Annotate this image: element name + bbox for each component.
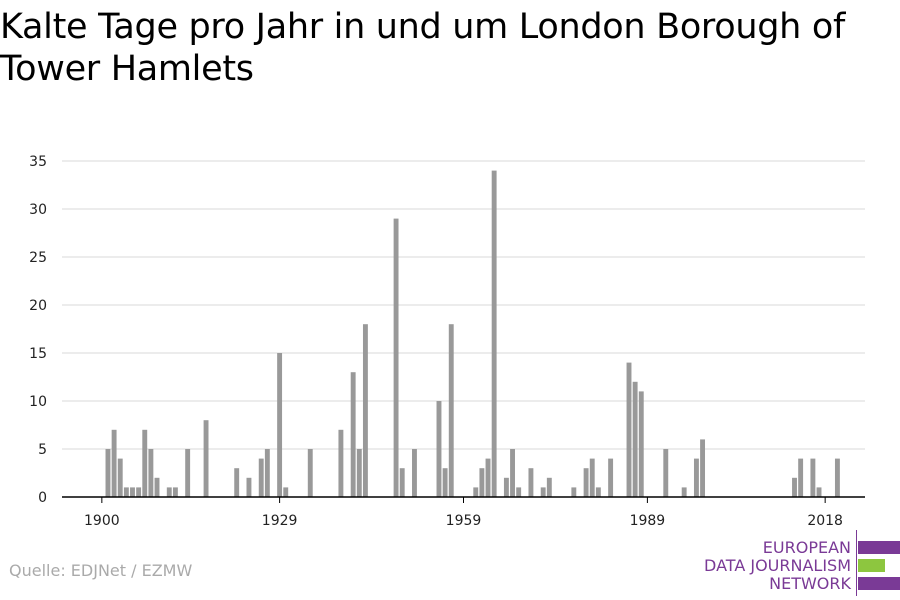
bar: [307, 449, 313, 497]
y-tick-label: 10: [29, 394, 47, 410]
bar: [172, 487, 178, 497]
logo-divider: [856, 530, 857, 596]
bar: [123, 487, 129, 497]
bar: [448, 324, 454, 497]
bar: [700, 439, 706, 497]
bar: [589, 458, 595, 497]
bar: [510, 449, 515, 497]
bar: [834, 458, 840, 497]
bar: [595, 487, 601, 497]
bar: [810, 458, 816, 497]
source-note: Quelle: EDJNet / EZMW: [9, 561, 193, 580]
bar: [246, 477, 252, 497]
y-tick-label: 30: [29, 202, 47, 218]
logo-bar-purple-top: [858, 541, 900, 554]
bar: [436, 401, 442, 497]
bar: [412, 449, 417, 497]
bar: [442, 468, 448, 497]
logo-bar-purple-bottom: [858, 577, 900, 590]
logo-line-european: EUROPEAN: [762, 538, 851, 557]
bar: [546, 477, 552, 497]
gridlines: [62, 160, 865, 450]
y-tick-label: 5: [38, 442, 47, 458]
bar: [485, 458, 491, 497]
bar: [583, 468, 589, 497]
bar: [638, 391, 644, 497]
bar: [473, 487, 479, 497]
bar: [663, 449, 669, 497]
x-axis: [62, 496, 865, 503]
bar: [362, 324, 368, 497]
bar: [632, 381, 638, 497]
bar: [111, 429, 117, 497]
x-tick-label: 1900: [84, 513, 120, 529]
y-tick-label: 35: [29, 154, 47, 170]
bar: [154, 477, 160, 497]
bar: [792, 477, 797, 497]
bar: [234, 468, 240, 497]
x-tick-label: 1989: [630, 513, 666, 529]
x-tick-label: 1929: [262, 513, 298, 529]
bar: [338, 429, 344, 497]
bar: [626, 362, 632, 497]
bar: [203, 420, 209, 497]
logo-bar-green: [858, 559, 885, 572]
bar: [277, 353, 283, 497]
y-tick-label: 25: [29, 250, 47, 266]
bars: [105, 170, 840, 497]
bar: [117, 458, 123, 497]
bar: [681, 487, 687, 497]
bar: [516, 487, 522, 497]
x-tick-label: 1959: [446, 513, 482, 529]
bar: [399, 468, 405, 497]
logo-line-data-journalism: DATA JOURNALISM: [704, 556, 851, 575]
y-tick-label: 15: [29, 346, 47, 362]
bar: [258, 458, 264, 497]
bar: [283, 487, 289, 497]
bar: [528, 468, 534, 497]
chart-title: Kalte Tage pro Jahr in und um London Bor…: [0, 7, 846, 89]
bar: [503, 477, 509, 497]
bar: [264, 449, 270, 497]
bar: [105, 449, 111, 497]
y-tick-label: 0: [38, 490, 47, 506]
y-tick-labels: 0 5 10 15 20 25 30 35: [29, 154, 47, 506]
bar: [136, 487, 142, 497]
x-tick-labels: 1900 1929 1959 1989 2018: [84, 513, 843, 529]
logo-line-network: NETWORK: [769, 574, 851, 593]
bar: [816, 487, 822, 497]
y-tick-label: 20: [29, 298, 47, 314]
bar: [491, 170, 497, 497]
bar: [130, 487, 135, 497]
bar: [479, 468, 485, 497]
bar: [185, 449, 191, 497]
bar: [350, 372, 356, 497]
bar: [693, 458, 699, 497]
bar: [571, 487, 577, 497]
bar: [148, 449, 154, 497]
bar: [608, 458, 614, 497]
bar: [798, 458, 804, 497]
bar: [142, 429, 148, 497]
bar: [166, 487, 172, 497]
bar: [540, 487, 546, 497]
x-tick-label: 2018: [807, 513, 843, 529]
bar: [393, 218, 399, 497]
bar: [356, 449, 362, 497]
